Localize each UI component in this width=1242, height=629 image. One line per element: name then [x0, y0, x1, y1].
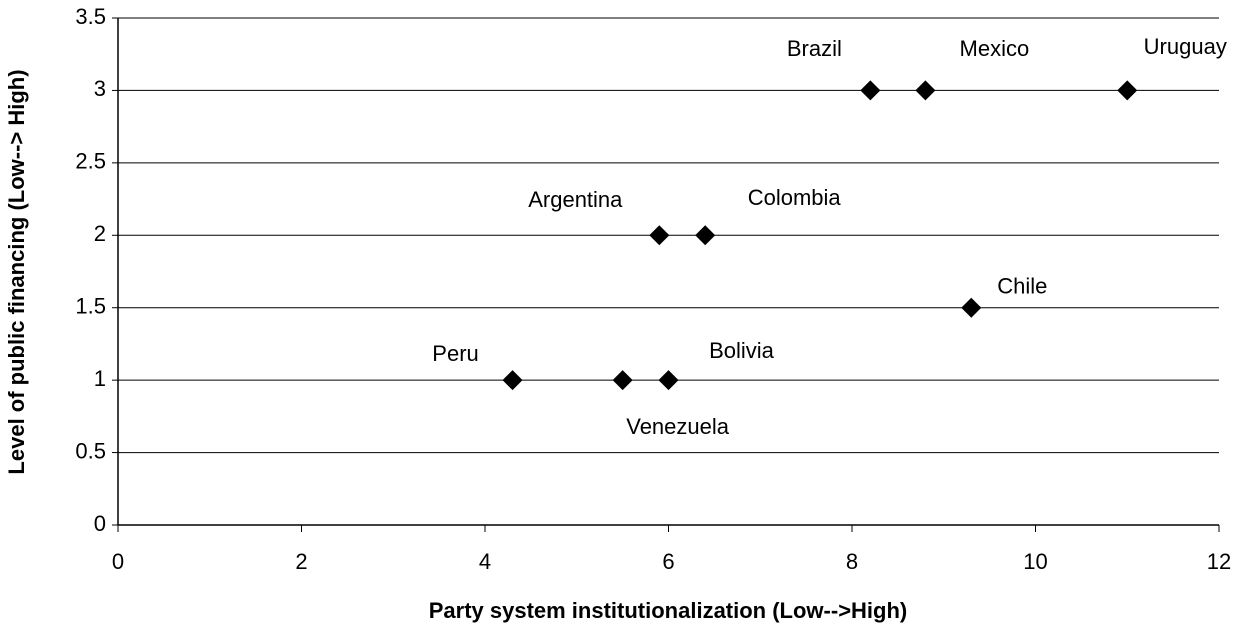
x-tick-label: 8 [846, 549, 858, 574]
x-tick-label: 4 [479, 549, 491, 574]
y-tick-label: 0.5 [75, 438, 106, 463]
point-label: Chile [997, 274, 1047, 299]
point [658, 370, 679, 391]
point-label: Mexico [960, 36, 1030, 61]
point-label: Bolivia [709, 338, 775, 363]
y-tick-label: 1 [94, 366, 106, 391]
y-tick-label: 0 [94, 511, 106, 536]
point [695, 225, 716, 246]
point-label: Brazil [787, 36, 842, 61]
x-tick-label: 12 [1207, 549, 1231, 574]
point-label: Venezuela [626, 414, 730, 439]
point [612, 370, 633, 391]
x-tick-label: 0 [112, 549, 124, 574]
point-label: Peru [432, 341, 478, 366]
point [502, 370, 523, 391]
y-tick-label: 1.5 [75, 294, 106, 319]
x-tick-label: 6 [662, 549, 674, 574]
y-axis-title: Level of public financing (Low--> High) [4, 69, 29, 474]
x-tick-label: 10 [1023, 549, 1047, 574]
point [961, 297, 982, 318]
y-tick-label: 2.5 [75, 149, 106, 174]
point-label: Argentina [528, 187, 623, 212]
point [860, 80, 881, 101]
point-label: Colombia [748, 185, 842, 210]
y-tick-label: 3.5 [75, 4, 106, 29]
point-label: Uruguay [1144, 34, 1227, 59]
y-tick-label: 3 [94, 76, 106, 101]
point [915, 80, 936, 101]
y-tick-label: 2 [94, 221, 106, 246]
x-tick-label: 2 [295, 549, 307, 574]
point [649, 225, 670, 246]
point [1117, 80, 1138, 101]
x-axis-title: Party system institutionalization (Low--… [429, 598, 908, 623]
